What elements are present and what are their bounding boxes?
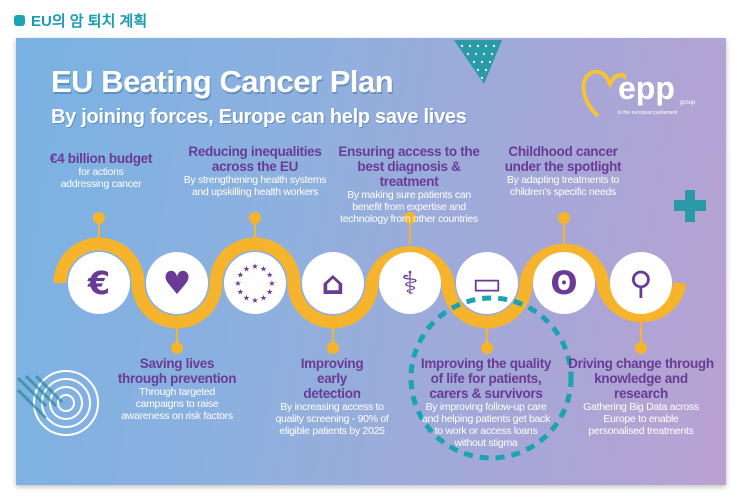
item-text: By adapting treatments to children's spe… xyxy=(506,174,620,198)
star: ★ xyxy=(251,262,258,271)
icon-circle xyxy=(610,252,672,314)
infographic: € ♥ ★ ★ ★ ★ ★ ★ ★ ★ ★ ★ ★ ★ ⌂ ⚕ ▭ ʘ ⚲ EU Beating Cancer Pl… xyxy=(16,38,726,485)
item-text: By strengthening health systems and upsk… xyxy=(183,174,327,198)
connector-dot xyxy=(327,342,339,354)
icon-glyph: ⚕ xyxy=(401,264,418,302)
section-title: EU의 암 퇴치 계획 xyxy=(31,13,148,30)
star: ★ xyxy=(266,288,273,297)
poster-title: EU Beating Cancer Plan xyxy=(51,64,394,99)
item-text: By improving follow-up care and helping … xyxy=(422,401,550,449)
item-text: By increasing access to quality screenin… xyxy=(275,401,389,437)
doctor-icon: ⚕ xyxy=(379,252,441,314)
icon-circle xyxy=(224,252,286,314)
star: ★ xyxy=(260,264,267,273)
plus-pattern-icon xyxy=(674,190,706,222)
star: ★ xyxy=(243,264,250,273)
dotted-triangle-icon xyxy=(454,40,502,84)
logo-sub: in the european parliament xyxy=(618,110,678,116)
icon-glyph: ♥ xyxy=(163,264,192,302)
poster-subtitle: By joining forces, Europe can help save … xyxy=(51,106,467,128)
star: ★ xyxy=(251,296,258,305)
connector-dot xyxy=(404,212,416,224)
icon-circle xyxy=(68,252,130,314)
person-heart-icon: ♥ xyxy=(146,252,208,314)
medical-monitor-icon: ▭ xyxy=(456,252,518,314)
star: ★ xyxy=(234,279,241,288)
decorations: € ♥ ★★★★★★★★★ ★ ★★ ⌂ ⚕ ▭ ʘ ⚲ xyxy=(16,40,706,461)
house-cross-icon: ⌂ xyxy=(302,252,364,314)
bottom-item-quality: Improving the quality of life for patien… xyxy=(401,356,571,449)
icon-circle xyxy=(379,252,441,314)
star: ★ xyxy=(243,294,250,303)
top-item-access: Ensuring access to the best diagnosis & … xyxy=(324,144,494,225)
connector-dot xyxy=(481,342,493,354)
euro-icon: € xyxy=(68,252,130,314)
connector-dot xyxy=(249,212,261,224)
icon-glyph: ⌂ xyxy=(322,264,345,302)
icon-glyph: ⚲ xyxy=(629,264,652,302)
section-header: EU의 암 퇴치 계획 xyxy=(14,10,147,31)
icon-glyph: € xyxy=(87,264,110,302)
epp-logo: epp group in the european parliament xyxy=(576,66,706,126)
item-heading: Reducing inequalities across the EU xyxy=(188,144,322,174)
item-text: for actions addressing cancer xyxy=(60,166,142,190)
item-text: By making sure patients can benefit from… xyxy=(340,189,478,225)
star: ★ xyxy=(260,294,267,303)
item-text: Gathering Big Data across Europe to enab… xyxy=(583,401,699,437)
top-item-budget: €4 billion budget for actions addressing … xyxy=(16,151,186,190)
connector-dot xyxy=(93,212,105,224)
highlight-dashed-circle xyxy=(408,295,574,461)
item-text: Through targeted campaigns to raise awar… xyxy=(121,386,233,422)
logo-name: epp xyxy=(618,70,675,106)
top-item-inequalities: Reducing inequalities across the EU By st… xyxy=(170,144,340,198)
star: ★ xyxy=(237,288,244,297)
connector-dot xyxy=(635,342,647,354)
star: ★ xyxy=(268,279,275,288)
stripes-icon xyxy=(16,374,64,420)
icon-circle xyxy=(533,252,595,314)
item-heading: Childhood cancer under the spotlight xyxy=(504,144,622,174)
icon-circle xyxy=(302,252,364,314)
bottom-item-detection: Improving early detection By increasing a… xyxy=(247,356,417,437)
bottom-item-prevention: Saving lives through prevention Through t… xyxy=(92,356,262,422)
item-heading: Improving early detection xyxy=(300,356,364,401)
star: ★ xyxy=(237,271,244,280)
logo-group: group xyxy=(680,100,696,106)
item-heading: Ensuring access to the best diagnosis & … xyxy=(338,144,480,189)
item-heading: Improving the quality of life for patien… xyxy=(420,356,552,401)
star: ★ xyxy=(266,271,273,280)
item-heading: €4 billion budget xyxy=(49,151,153,166)
item-heading: Driving change through knowledge and res… xyxy=(568,356,714,401)
timeline-wave xyxy=(53,237,687,329)
eu-stars-icon: ★★★★★★★★★ ★ ★★ xyxy=(224,252,286,314)
microscope-icon: ⚲ xyxy=(610,252,672,314)
item-heading: Saving lives through prevention xyxy=(117,356,237,386)
bullet-icon xyxy=(14,15,25,26)
connector-dot xyxy=(171,342,183,354)
top-item-childhood: Childhood cancer under the spotlight By a… xyxy=(478,144,648,198)
teddy-bear-icon: ʘ xyxy=(533,252,595,314)
bottom-item-research: Driving change through knowledge and res… xyxy=(556,356,726,437)
heart-icon xyxy=(581,69,630,118)
icon-circle xyxy=(146,252,208,314)
icon-glyph: ʘ xyxy=(550,264,577,302)
connector-dot xyxy=(558,212,570,224)
